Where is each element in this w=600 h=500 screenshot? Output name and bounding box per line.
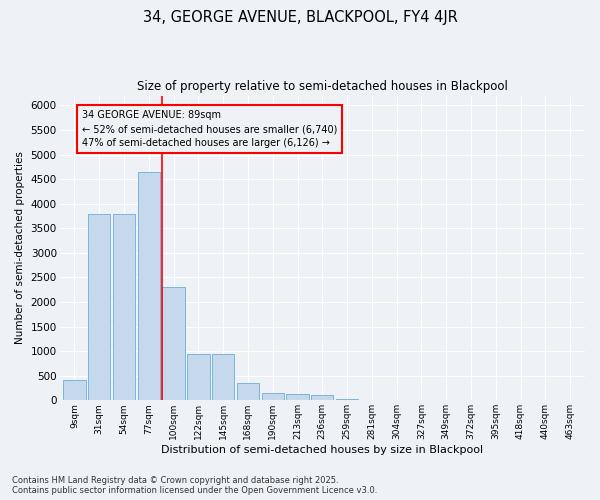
Bar: [137, 172, 160, 400]
Y-axis label: Number of semi-detached properties: Number of semi-detached properties: [15, 152, 25, 344]
Text: 34 GEORGE AVENUE: 89sqm
← 52% of semi-detached houses are smaller (6,740)
47% of: 34 GEORGE AVENUE: 89sqm ← 52% of semi-de…: [82, 110, 337, 148]
Bar: [311, 396, 334, 400]
Bar: [212, 354, 235, 401]
Bar: [187, 354, 209, 401]
Bar: [64, 380, 86, 400]
Bar: [113, 214, 135, 400]
Text: 34, GEORGE AVENUE, BLACKPOOL, FY4 4JR: 34, GEORGE AVENUE, BLACKPOOL, FY4 4JR: [143, 10, 457, 25]
Bar: [262, 393, 284, 400]
Bar: [286, 394, 308, 400]
Bar: [163, 287, 185, 401]
Bar: [237, 383, 259, 400]
Title: Size of property relative to semi-detached houses in Blackpool: Size of property relative to semi-detach…: [137, 80, 508, 93]
Bar: [88, 214, 110, 400]
Text: Contains HM Land Registry data © Crown copyright and database right 2025.
Contai: Contains HM Land Registry data © Crown c…: [12, 476, 377, 495]
X-axis label: Distribution of semi-detached houses by size in Blackpool: Distribution of semi-detached houses by …: [161, 445, 484, 455]
Bar: [336, 399, 358, 400]
